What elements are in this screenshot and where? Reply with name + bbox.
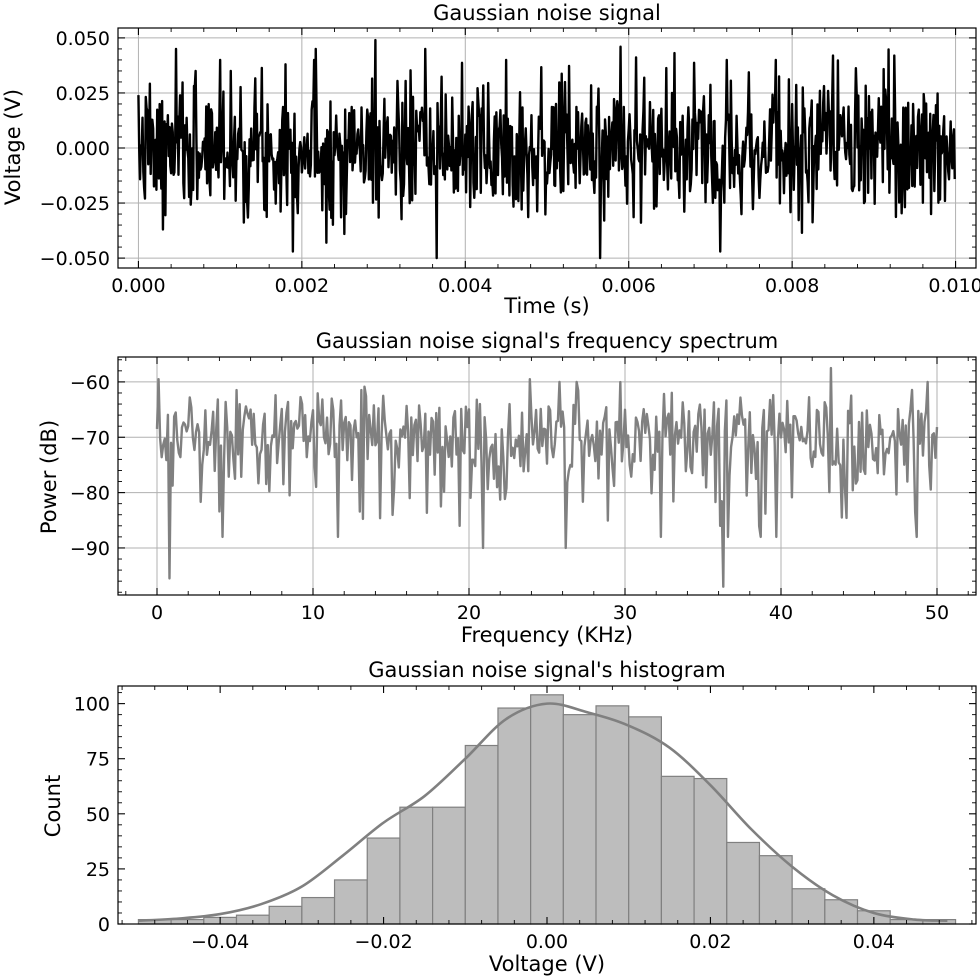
histogram-bar: [366, 837, 401, 925]
histogram-bar: [693, 777, 728, 925]
histogram-bar: [824, 899, 859, 925]
histogram-bar: [726, 841, 761, 925]
spectrum-xtick-label: 20: [457, 602, 481, 624]
signal-xtick-label: 0.002: [275, 275, 329, 297]
histogram-ytick-label: 75: [86, 749, 110, 771]
histogram-bar: [628, 716, 663, 925]
spectrum-axes-frame: [117, 356, 977, 596]
histogram-ytick-label: 50: [86, 804, 110, 826]
spectrum-ytick-label: −80: [70, 483, 110, 505]
spectrum-ytick-label: −70: [70, 427, 110, 449]
spectrum-xtick-label: 30: [613, 602, 637, 624]
histogram-bar: [595, 705, 630, 925]
signal-ylabel: Voltage (V): [1, 89, 25, 205]
histogram-bar: [464, 744, 499, 925]
histogram-bar: [497, 707, 532, 925]
histogram-bar: [791, 888, 826, 925]
signal-title: Gaussian noise signal: [433, 1, 661, 25]
signal-ytick-label: 0.000: [56, 138, 110, 160]
signal-xtick-label: 0.000: [111, 275, 165, 297]
histogram-ytick-label: 25: [86, 859, 110, 881]
signal-xtick-label: 0.010: [928, 275, 980, 297]
signal-ytick-label: 0.025: [56, 83, 110, 105]
histogram-xtick-label: 0.02: [689, 931, 731, 953]
signal-panel: Gaussian noise signal Time (s) Voltage (…: [1, 1, 980, 318]
histogram-title: Gaussian noise signal's histogram: [368, 658, 726, 682]
histogram-bar: [530, 694, 564, 925]
signal-xtick-label: 0.004: [438, 275, 492, 297]
histogram-xtick-label: 0.00: [526, 931, 568, 953]
signal-ytick-label: 0.050: [56, 28, 110, 50]
spectrum-line: [155, 366, 939, 588]
histogram-xtick-label: −0.02: [354, 931, 412, 953]
spectrum-series: [155, 366, 939, 588]
spectrum-ytick-label: −90: [70, 538, 110, 560]
spectrum-xtick-label: 0: [151, 602, 163, 624]
histogram-panel: Gaussian noise signal's histogram Voltag…: [41, 658, 977, 976]
signal-line: [137, 38, 956, 260]
spectrum-title: Gaussian noise signal's frequency spectr…: [316, 329, 778, 353]
spectrum-xtick-label: 40: [769, 602, 793, 624]
histogram-bar: [333, 879, 368, 925]
spectrum-ylabel: Power (dB): [37, 420, 61, 534]
signal-ytick-label: −0.025: [40, 193, 110, 215]
histogram-bars: [137, 694, 957, 925]
spectrum-ytick-label: −60: [70, 372, 110, 394]
spectrum-xtick-label: 10: [301, 602, 325, 624]
spectrum-xlabel: Frequency (KHz): [461, 623, 633, 647]
spectrum-panel: Gaussian noise signal's frequency spectr…: [37, 329, 977, 647]
signal-xtick-label: 0.008: [765, 275, 819, 297]
histogram-bar: [758, 855, 793, 925]
histogram-xlabel: Voltage (V): [489, 952, 605, 976]
histogram-xtick-label: 0.04: [853, 931, 895, 953]
signal-ytick-label: −0.050: [40, 248, 110, 270]
histogram-ticks: −0.04 −0.02 0.00 0.02 0.04 0 25 50 75 100: [74, 686, 976, 953]
signal-xlabel: Time (s): [503, 294, 589, 318]
histogram-ylabel: Count: [41, 775, 65, 837]
spectrum-ticks: 0 10 20 30 40 50 −90 −80 −70 −60: [70, 357, 976, 624]
histogram-xtick-label: −0.04: [191, 931, 249, 953]
histogram-bar: [399, 806, 434, 925]
signal-series: [137, 38, 956, 260]
histogram-ytick-label: 0: [98, 914, 110, 936]
histogram-kde-line: [138, 702, 948, 922]
histogram-bar: [432, 806, 466, 925]
signal-xtick-label: 0.006: [602, 275, 656, 297]
spectrum-xtick-label: 50: [925, 602, 949, 624]
histogram-ytick-label: 100: [74, 694, 110, 716]
histogram-bar: [562, 714, 597, 925]
histogram-bar: [660, 775, 695, 925]
signal-ticks: 0.000 0.002 0.004 0.006 0.008 0.010 −0.050 −0.0…: [40, 28, 980, 297]
